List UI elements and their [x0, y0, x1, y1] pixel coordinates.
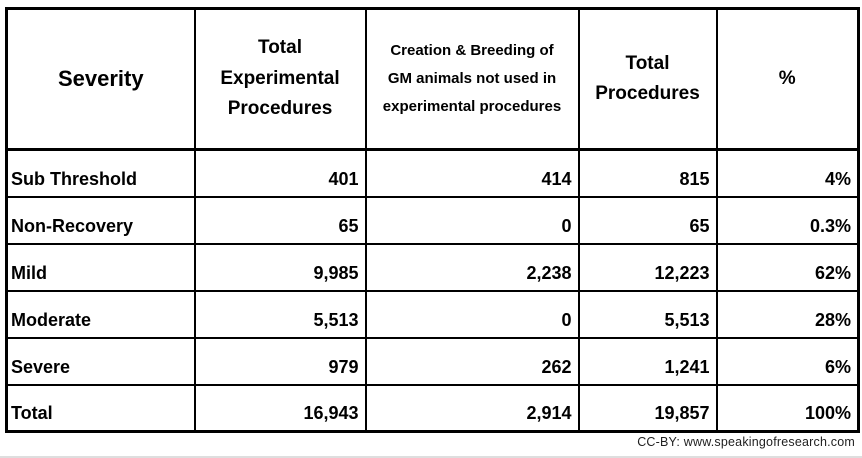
severity-table: Severity Total Experimental Procedures C… — [5, 7, 860, 433]
bottom-edge-divider — [0, 456, 862, 458]
cell-percent: 62% — [715, 242, 860, 292]
cell-percent: 0.3% — [715, 195, 860, 245]
cell-total-procedures: 815 — [577, 148, 718, 198]
cell-gm-breeding: 0 — [364, 195, 580, 245]
table-row-non-recovery: Non-Recovery 65 0 65 0.3% — [5, 195, 860, 245]
cell-total-procedures: 5,513 — [577, 289, 718, 339]
cell-severity-label: Mild — [5, 242, 196, 292]
cell-total-experimental: 9,985 — [193, 242, 367, 292]
cell-total-experimental: 401 — [193, 148, 367, 198]
cell-percent: 6% — [715, 336, 860, 386]
table-row-moderate: Moderate 5,513 0 5,513 28% — [5, 289, 860, 339]
cell-severity-label: Moderate — [5, 289, 196, 339]
cell-total-procedures: 19,857 — [577, 383, 718, 433]
cell-gm-breeding: 262 — [364, 336, 580, 386]
license-credit-text: CC-BY: www.speakingofresearch.com — [637, 435, 855, 449]
cell-total-experimental: 65 — [193, 195, 367, 245]
cell-total-experimental: 979 — [193, 336, 367, 386]
header-cell-total-procedures: Total Procedures — [577, 7, 718, 151]
table-row-mild: Mild 9,985 2,238 12,223 62% — [5, 242, 860, 292]
table-row-sub-threshold: Sub Threshold 401 414 815 4% — [5, 148, 860, 198]
cell-percent: 100% — [715, 383, 860, 433]
cell-severity-label: Total — [5, 383, 196, 433]
cell-total-experimental: 16,943 — [193, 383, 367, 433]
cell-gm-breeding: 2,238 — [364, 242, 580, 292]
cell-percent: 28% — [715, 289, 860, 339]
header-cell-gm-breeding: Creation & Breeding of GM animals not us… — [364, 7, 580, 151]
cell-total-procedures: 1,241 — [577, 336, 718, 386]
table-row-severe: Severe 979 262 1,241 6% — [5, 336, 860, 386]
cell-total-experimental: 5,513 — [193, 289, 367, 339]
header-cell-severity: Severity — [5, 7, 196, 151]
table-row-total: Total 16,943 2,914 19,857 100% — [5, 383, 860, 433]
cell-percent: 4% — [715, 148, 860, 198]
cell-gm-breeding: 414 — [364, 148, 580, 198]
cell-severity-label: Non-Recovery — [5, 195, 196, 245]
header-cell-percent: % — [715, 7, 860, 151]
cell-severity-label: Sub Threshold — [5, 148, 196, 198]
table-header-row: Severity Total Experimental Procedures C… — [5, 7, 860, 151]
cell-gm-breeding: 0 — [364, 289, 580, 339]
cell-severity-label: Severe — [5, 336, 196, 386]
cell-total-procedures: 12,223 — [577, 242, 718, 292]
cell-total-procedures: 65 — [577, 195, 718, 245]
cell-gm-breeding: 2,914 — [364, 383, 580, 433]
header-cell-total-experimental: Total Experimental Procedures — [193, 7, 367, 151]
